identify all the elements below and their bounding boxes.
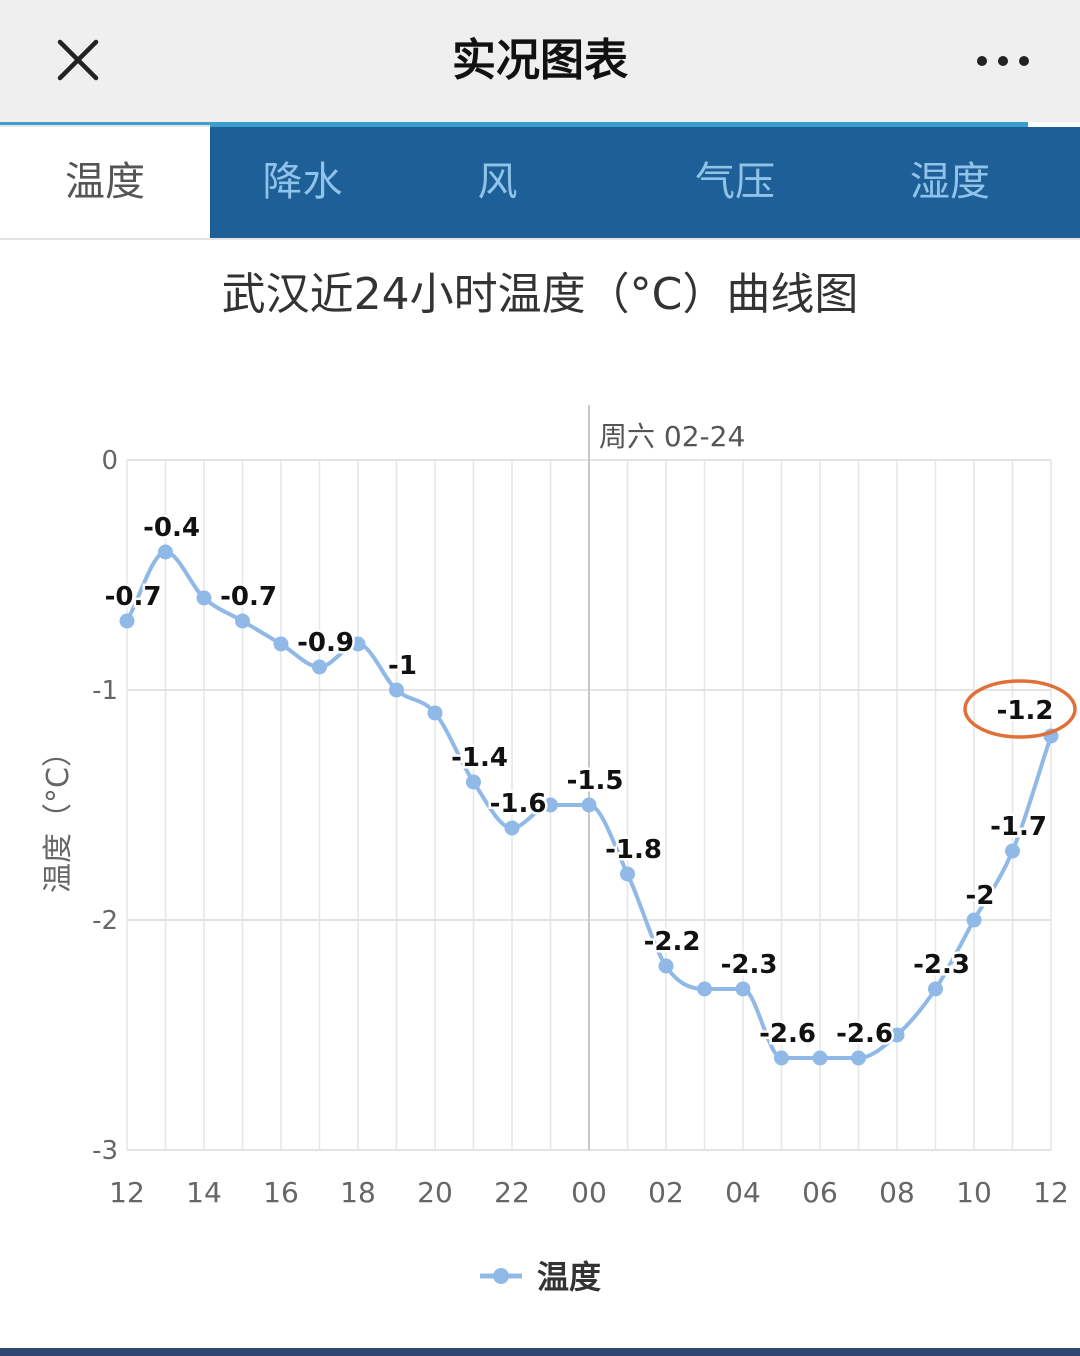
data-label: -1.4 [451, 743, 508, 773]
bottom-bar [0, 1348, 1080, 1356]
accent-line [0, 122, 1028, 127]
top-bar: 实况图表 [0, 0, 1080, 122]
data-point [851, 1050, 866, 1066]
data-label: -0.7 [220, 582, 277, 612]
data-label: -2.6 [836, 1019, 893, 1049]
tab-humidity[interactable]: 湿度 [910, 159, 990, 205]
data-point [658, 958, 674, 974]
data-point [735, 981, 751, 997]
x-tick-label: 00 [571, 1176, 607, 1209]
data-point [889, 1027, 905, 1043]
x-tick-label: 06 [802, 1176, 838, 1209]
data-point [389, 682, 404, 698]
data-label: -2.3 [913, 950, 970, 980]
data-point [235, 613, 250, 629]
legend-marker [493, 1268, 509, 1284]
data-point [466, 774, 481, 790]
data-point [543, 797, 558, 813]
data-label: -1.7 [990, 812, 1047, 842]
tab-divider [0, 238, 1080, 240]
data-point [158, 544, 173, 560]
x-tick-label: 08 [879, 1176, 915, 1209]
data-label: -1.5 [567, 766, 624, 796]
page-title: 实况图表 [452, 35, 628, 86]
day-marker-label: 周六 02-24 [599, 420, 745, 453]
data-point [620, 866, 635, 882]
data-label: -2 [966, 881, 995, 911]
data-label: -0.7 [105, 582, 162, 612]
y-tick-label: -2 [92, 906, 118, 936]
data-label: -1.8 [605, 835, 662, 865]
data-point [350, 636, 366, 652]
data-label: -0.4 [143, 513, 200, 543]
data-point [966, 912, 982, 928]
highlight-ring [963, 679, 1077, 739]
x-tick-label: 20 [417, 1176, 453, 1209]
data-point [928, 981, 943, 997]
y-axis-label: 温度（°C） [41, 737, 76, 893]
data-label: -1 [388, 651, 417, 681]
more-horizontal-icon[interactable] [972, 44, 1034, 78]
x-tick-label: 12 [109, 1176, 145, 1209]
data-point [196, 590, 212, 606]
x-tick-label: 18 [340, 1176, 376, 1209]
x-tick-label: 12 [1033, 1176, 1069, 1209]
data-point [812, 1050, 828, 1066]
data-point [504, 820, 520, 836]
data-point [312, 659, 327, 675]
legend-label: 温度 [537, 1258, 601, 1296]
data-label: -1.6 [490, 789, 547, 819]
data-label: -2.6 [759, 1019, 816, 1049]
data-point [697, 981, 712, 997]
tab-temperature[interactable]: 温度 [0, 125, 210, 240]
data-point [581, 797, 597, 813]
data-point [1005, 843, 1020, 859]
x-tick-label: 16 [263, 1176, 299, 1209]
x-tick-label: 02 [648, 1176, 684, 1209]
data-point [119, 613, 135, 629]
temperature-chart: 0 -1 -2 -3 周六 02-24 12 14 16 18 20 22 00 02 04 06 08 10 1… [41, 405, 1077, 1296]
x-tick-label: 22 [494, 1176, 530, 1209]
y-tick-label: -1 [92, 676, 118, 706]
data-label: -1.2 [997, 696, 1054, 726]
tab-wind[interactable]: 风 [477, 159, 518, 205]
data-label: -0.9 [297, 628, 354, 658]
x-tick-label: 10 [956, 1176, 992, 1209]
close-icon[interactable] [52, 34, 104, 86]
data-point [273, 636, 289, 652]
tab-precipitation[interactable]: 降水 [262, 159, 343, 205]
data-label: -2.3 [721, 950, 778, 980]
tab-pressure[interactable]: 气压 [695, 159, 775, 205]
y-tick-label: 0 [101, 446, 118, 476]
data-point [427, 705, 443, 721]
data-point [774, 1050, 789, 1066]
x-tick-label: 14 [186, 1176, 222, 1209]
tab-bar: 温度 降水 风 气压 湿度 [0, 125, 1080, 240]
y-tick-label: -3 [92, 1136, 118, 1166]
x-tick-label: 04 [725, 1176, 761, 1209]
chart-title: 武汉近24小时温度（°C）曲线图 [221, 269, 859, 320]
data-label: -2.2 [644, 927, 701, 957]
